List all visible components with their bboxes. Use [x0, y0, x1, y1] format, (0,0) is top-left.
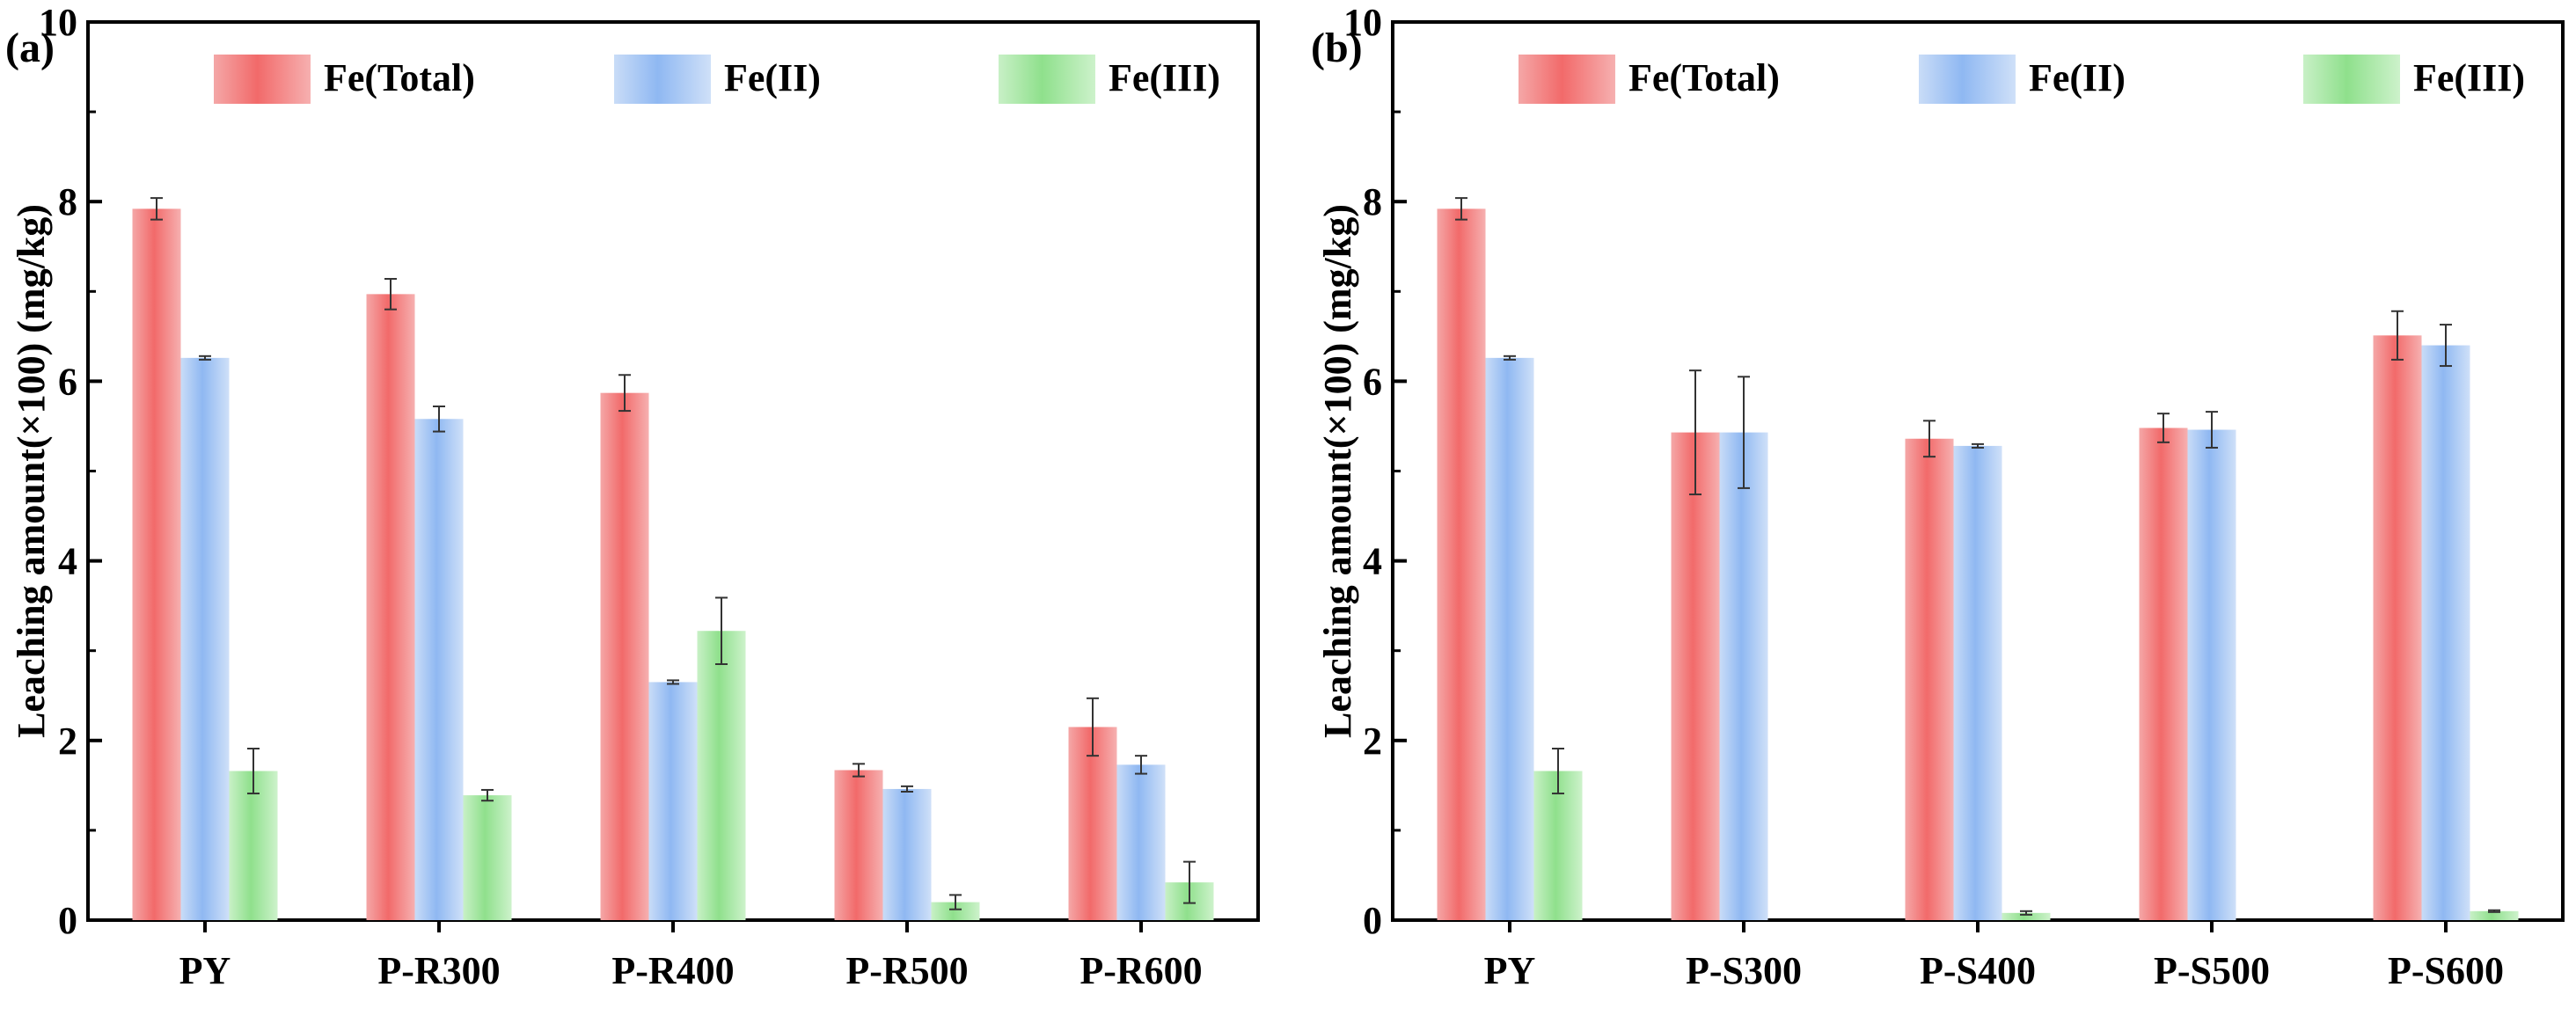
- legend-swatch-fe-ii: [1919, 55, 2016, 104]
- bar-fe-total: [834, 770, 883, 920]
- bar-fe-iii: [697, 631, 746, 920]
- y-axis-title: Leaching amount(×100) (mg/kg): [1316, 204, 1359, 738]
- x-category-label: PY: [1484, 949, 1536, 992]
- bar-fe-total: [132, 208, 181, 921]
- y-tick-label: 2: [1363, 720, 1382, 763]
- y-tick-label: 2: [58, 720, 77, 763]
- bar-fe-total: [1437, 208, 1486, 921]
- x-axis: PY P-R300 P-R400 P-R500 P-R600: [179, 920, 1203, 992]
- bar-fe-iii: [931, 902, 980, 920]
- x-category-label: P-R300: [377, 949, 500, 992]
- y-tick-label: 4: [1363, 540, 1382, 583]
- bar-fe-total: [600, 392, 649, 921]
- bar-fe-ii: [180, 357, 230, 920]
- bar-fe-ii: [1953, 445, 2002, 920]
- bar-fe-ii: [1719, 432, 1768, 920]
- bar-fe-total: [1671, 432, 1720, 920]
- y-tick-label: 6: [58, 360, 77, 403]
- legend-swatch-fe-ii: [614, 55, 711, 104]
- x-category-label: P-S400: [1920, 949, 2036, 992]
- bars-group: [1437, 197, 2519, 921]
- bar-fe-total: [2139, 428, 2188, 920]
- bar-fe-iii: [1533, 771, 1583, 920]
- bar-fe-total: [2373, 335, 2422, 921]
- bar-fe-ii: [882, 788, 932, 920]
- x-category-label: P-R600: [1079, 949, 1202, 992]
- legend-label: Fe(III): [2413, 56, 2525, 99]
- y-tick-label: 8: [58, 180, 77, 223]
- legend-label: Fe(Total): [324, 56, 475, 99]
- bar-fe-total: [366, 294, 415, 920]
- x-category-label: PY: [179, 949, 231, 992]
- y-axis: 0 2 4 6 8 10: [39, 1, 102, 942]
- x-category-label: P-S600: [2388, 949, 2504, 992]
- legend: Fe(Total) Fe(II) Fe(III): [214, 55, 1220, 104]
- y-axis-title: Leaching amount(×100) (mg/kg): [10, 204, 53, 738]
- y-tick-label: 10: [39, 1, 77, 44]
- y-tick-label: 6: [1363, 360, 1382, 403]
- x-category-label: P-R400: [611, 949, 734, 992]
- x-category-label: P-S500: [2154, 949, 2270, 992]
- y-tick-label: 8: [1363, 180, 1382, 223]
- legend-label: Fe(III): [1109, 56, 1220, 99]
- legend-label: Fe(II): [724, 56, 821, 99]
- bars-group: [132, 197, 1214, 921]
- bar-fe-ii: [648, 682, 698, 920]
- bar-fe-total: [1068, 727, 1117, 920]
- bar-fe-ii: [414, 419, 464, 921]
- bar-fe-iii: [2002, 912, 2051, 920]
- bar-fe-ii: [2421, 345, 2470, 920]
- y-axis: 0 2 4 6 8 10: [1343, 1, 1407, 942]
- x-category-label: P-R500: [845, 949, 968, 992]
- y-tick-label: 4: [58, 540, 77, 583]
- panel-label: (a): [5, 25, 55, 71]
- legend-swatch-fe-iii: [2303, 55, 2400, 104]
- bar-fe-total: [1905, 438, 1954, 920]
- y-tick-label: 0: [1363, 899, 1382, 942]
- legend-label: Fe(II): [2029, 56, 2126, 99]
- legend-swatch-fe-total: [1519, 55, 1615, 104]
- legend: Fe(Total) Fe(II) Fe(III): [1519, 55, 2525, 104]
- legend-swatch-fe-total: [214, 55, 311, 104]
- bar-fe-ii: [1116, 764, 1166, 920]
- y-tick-label: 10: [1343, 1, 1382, 44]
- y-tick-label: 0: [58, 899, 77, 942]
- bar-fe-ii: [1485, 357, 1534, 920]
- bar-fe-iii: [229, 771, 278, 920]
- panel-label: (b): [1311, 25, 1363, 71]
- bar-fe-iii: [463, 795, 512, 920]
- bar-fe-iii: [2470, 910, 2519, 920]
- bar-fe-ii: [2187, 429, 2236, 920]
- x-axis: PY P-S300 P-S400 P-S500 P-S600: [1484, 920, 2504, 992]
- chart-panel-b: (b) Leaching amount(×100) (mg/kg) 0 2 4 6 8 1…: [1311, 1, 2565, 992]
- legend-swatch-fe-iii: [999, 55, 1095, 104]
- legend-label: Fe(Total): [1628, 56, 1780, 99]
- chart-panel-a: (a) Leaching amount(×100) (mg/kg) 0 2 4 6 8 1…: [5, 1, 1260, 992]
- x-category-label: P-S300: [1686, 949, 1802, 992]
